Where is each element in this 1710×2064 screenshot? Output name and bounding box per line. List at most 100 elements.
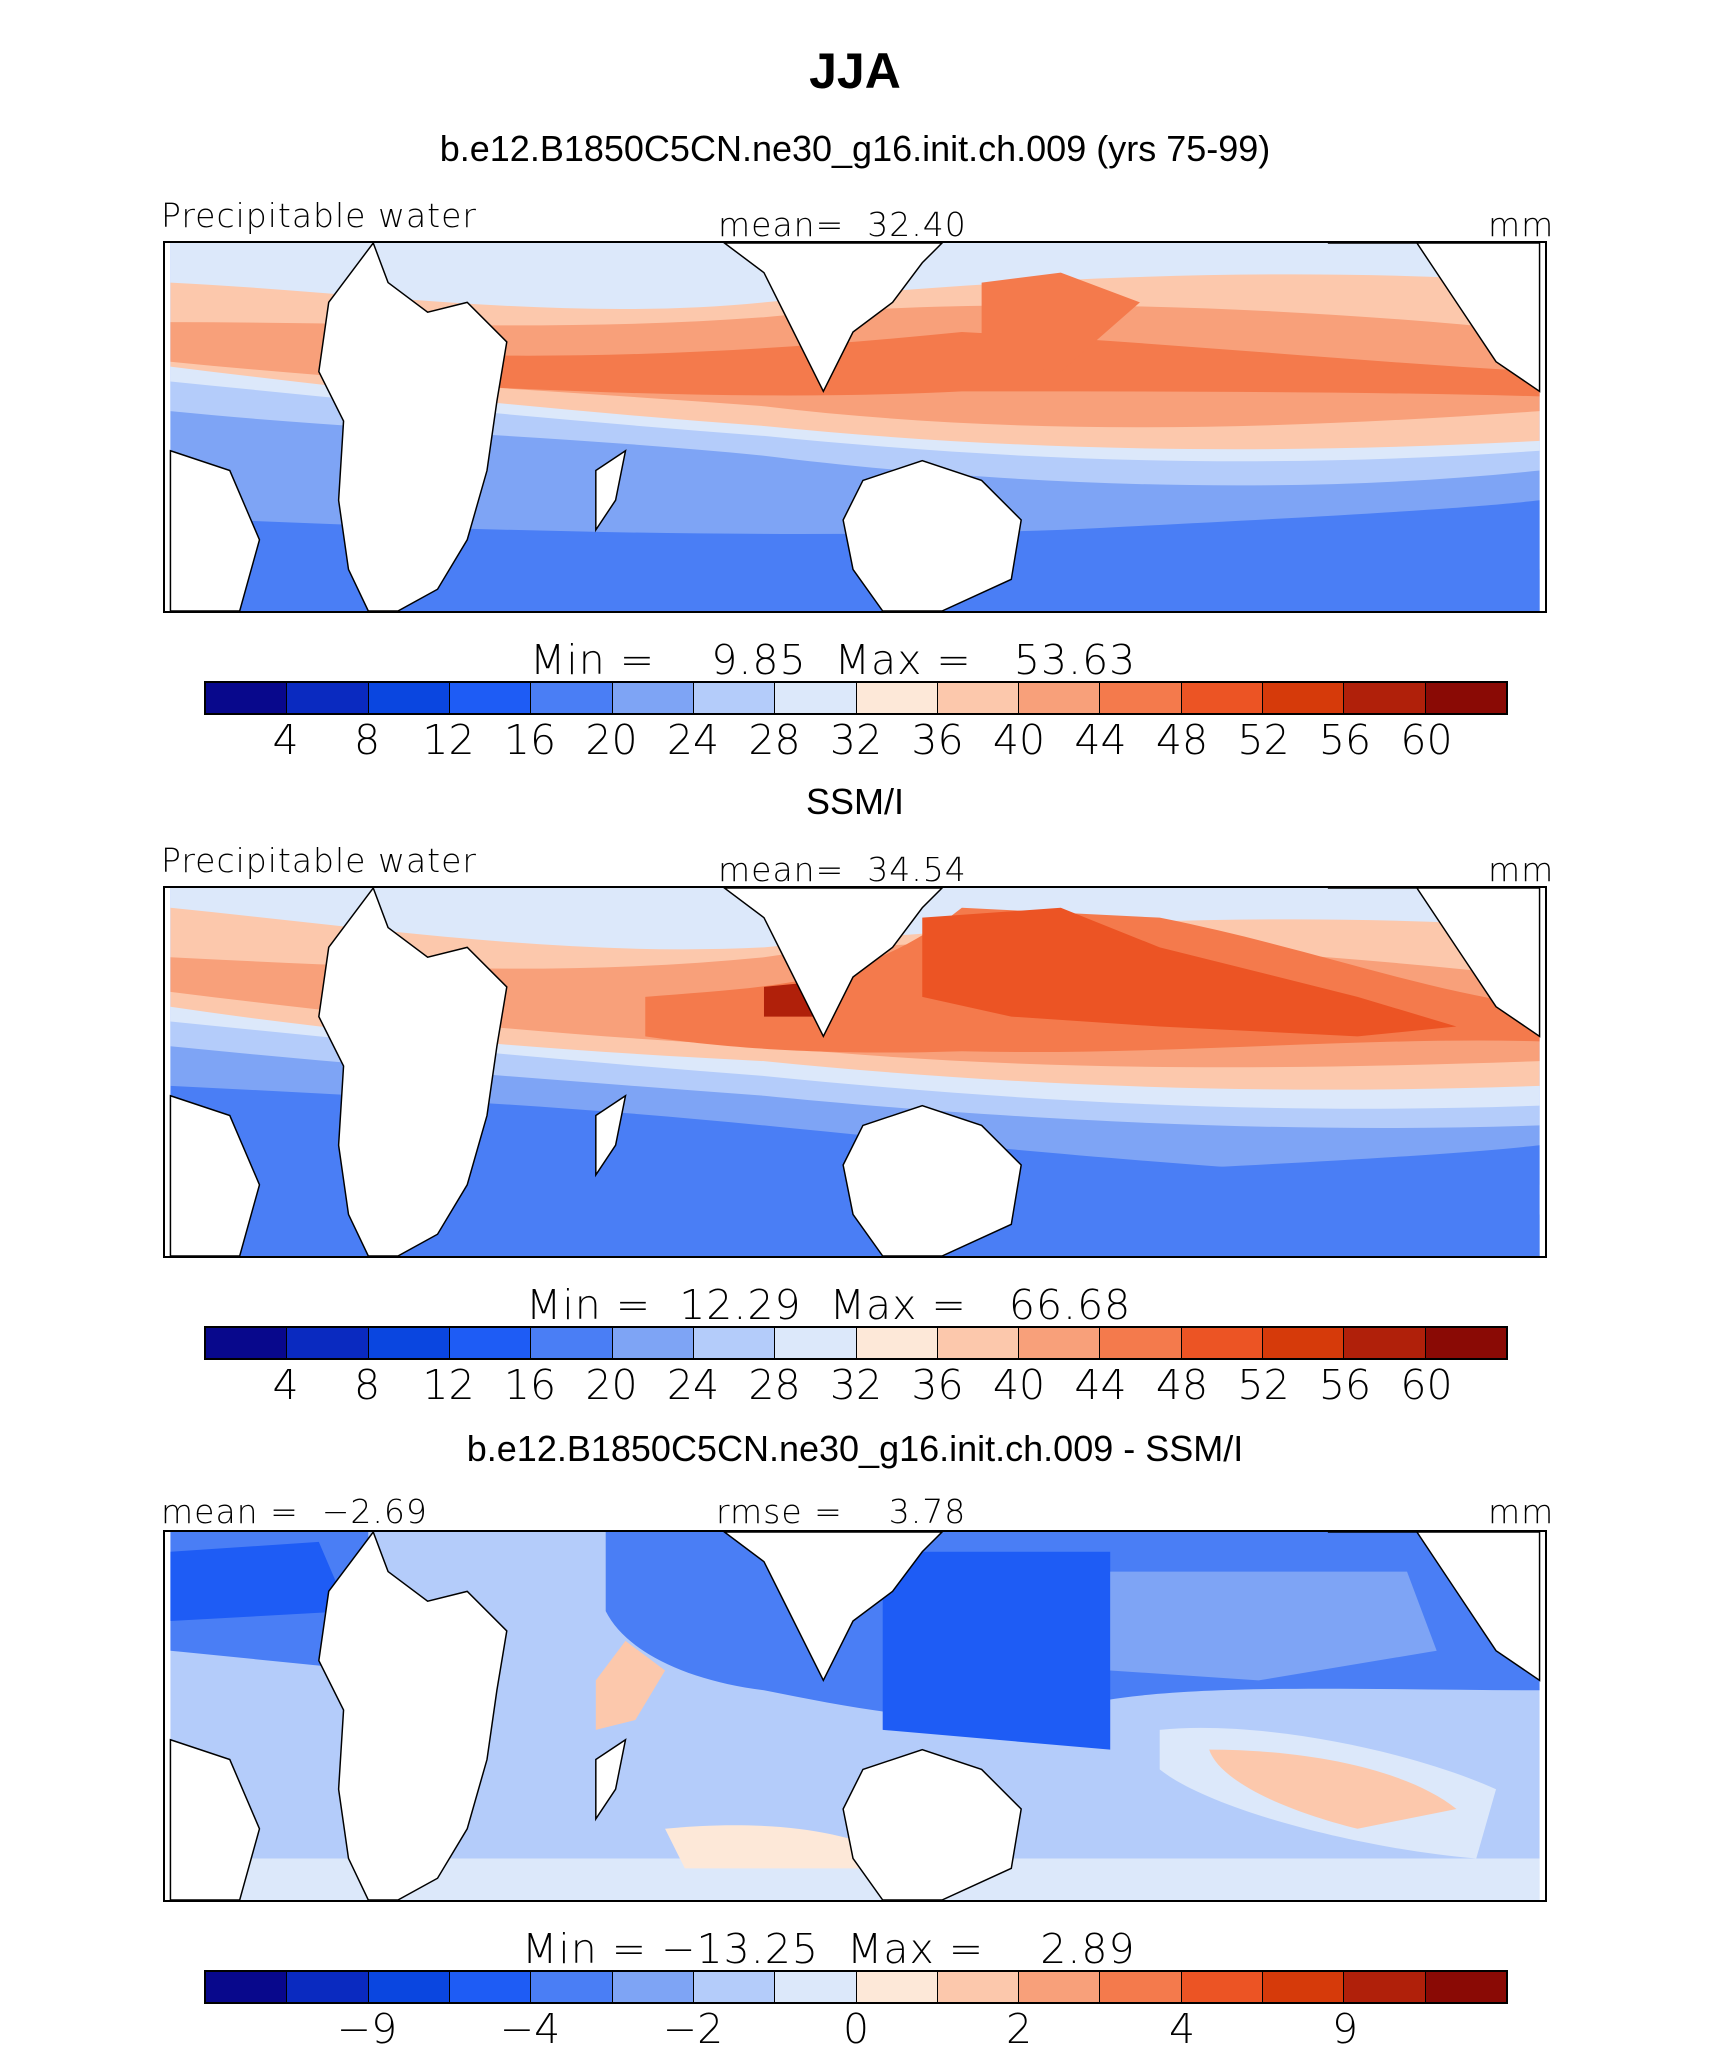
colorbar-swatch xyxy=(1344,1328,1426,1358)
panel1-minmax: Min = 9.85 Max = 53.63 xyxy=(530,636,1137,684)
colorbar-swatch xyxy=(856,683,938,713)
colorbar-tick-label: 2 xyxy=(1005,2005,1033,2053)
colorbar-swatch xyxy=(1344,683,1426,713)
colorbar-swatch xyxy=(1100,1328,1182,1358)
colorbar-swatch xyxy=(937,683,1020,713)
colorbar-swatch xyxy=(937,1328,1020,1358)
colorbar-swatch xyxy=(449,1972,532,2002)
colorbar-swatch xyxy=(206,1972,288,2002)
colorbar-swatch xyxy=(1263,1328,1345,1358)
colorbar-swatch xyxy=(206,1328,288,1358)
colorbar-tick-label: 16 xyxy=(503,1361,557,1409)
panel2-variable-label: Precipitable water xyxy=(161,841,477,880)
colorbar-tick-label: 40 xyxy=(992,1361,1046,1409)
colorbar-swatch xyxy=(612,1972,694,2002)
panel3-units-label: mm xyxy=(1488,1492,1555,1531)
colorbar-tick-label: 20 xyxy=(585,1361,638,1409)
colorbar-tick-label: 32 xyxy=(829,1361,883,1409)
colorbar-swatch xyxy=(856,1972,938,2002)
colorbar-tick-label: 52 xyxy=(1237,716,1290,764)
colorbar-swatch xyxy=(775,683,857,713)
panel1-colorbar-ticks: 4 8 12 16 20 24 28 32 36 40 44 48 52 56 … xyxy=(0,716,1710,772)
colorbar-tick-label: 60 xyxy=(1400,1361,1453,1409)
colorbar-swatch xyxy=(1100,1972,1182,2002)
colorbar-swatch xyxy=(1263,683,1345,713)
colorbar-tick-label: 28 xyxy=(748,1361,801,1409)
colorbar-tick-label: 28 xyxy=(748,716,801,764)
colorbar-swatch xyxy=(531,1328,613,1358)
colorbar-tick-label: 60 xyxy=(1400,716,1453,764)
colorbar-tick-label: 4 xyxy=(272,1361,299,1409)
colorbar-swatch xyxy=(1344,1972,1426,2002)
colorbar-tick-label: 12 xyxy=(422,1361,475,1409)
colorbar-tick-label: 24 xyxy=(666,716,720,764)
colorbar-swatch xyxy=(1425,683,1506,713)
colorbar-tick-label: 9 xyxy=(1331,2005,1359,2053)
colorbar-swatch xyxy=(449,683,532,713)
colorbar-tick-label: 44 xyxy=(1074,1361,1127,1409)
colorbar-tick-label: 40 xyxy=(992,716,1046,764)
panel1-units-label: mm xyxy=(1488,205,1555,244)
panel2-subtitle: SSM/I xyxy=(805,781,904,822)
colorbar-swatch xyxy=(287,683,369,713)
panel2-mean-label: mean= 34.54 xyxy=(718,850,967,889)
panel3-colorbar xyxy=(204,1970,1508,2004)
colorbar-swatch xyxy=(368,683,450,713)
panel2-minmax: Min = 12.29 Max = 66.68 xyxy=(526,1281,1132,1329)
colorbar-swatch xyxy=(1181,1328,1264,1358)
colorbar-tick-label: 16 xyxy=(503,716,557,764)
panel3-subtitle: b.e12.B1850C5CN.ne30_g16.init.ch.009 - S… xyxy=(466,1428,1244,1469)
colorbar-swatch xyxy=(531,1972,613,2002)
panel3-rmse-label: rmse = 3.78 xyxy=(716,1492,967,1531)
panel3-map-svg xyxy=(169,1532,1541,1900)
colorbar-tick-label: −4 xyxy=(499,2005,561,2053)
colorbar-swatch xyxy=(612,1328,694,1358)
colorbar-swatch xyxy=(775,1328,857,1358)
panel3-colorbar-ticks: −9 −4 −2 0 2 4 9 xyxy=(0,2005,1710,2061)
panel2-colorbar xyxy=(204,1326,1508,1360)
colorbar-tick-label: 12 xyxy=(422,716,475,764)
colorbar-tick-label: 32 xyxy=(829,716,883,764)
colorbar-tick-label: 24 xyxy=(666,1361,720,1409)
figure-title: JJA xyxy=(809,43,901,99)
panel2-units-label: mm xyxy=(1488,850,1555,889)
colorbar-swatch xyxy=(1019,683,1101,713)
colorbar-swatch xyxy=(368,1328,450,1358)
panel2-map-svg xyxy=(169,888,1541,1256)
colorbar-tick-label: 48 xyxy=(1155,1361,1209,1409)
colorbar-tick-label: 4 xyxy=(272,716,299,764)
colorbar-swatch xyxy=(775,1972,857,2002)
colorbar-tick-label: 20 xyxy=(585,716,638,764)
colorbar-swatch xyxy=(856,1328,938,1358)
panel2-map xyxy=(163,886,1547,1258)
colorbar-swatch xyxy=(1100,683,1182,713)
colorbar-swatch xyxy=(612,683,694,713)
colorbar-tick-label: 36 xyxy=(911,716,964,764)
colorbar-tick-label: −9 xyxy=(336,2005,398,2053)
panel3-mean-label: mean = −2.69 xyxy=(161,1492,428,1531)
panel1-variable-label: Precipitable water xyxy=(161,196,477,235)
colorbar-tick-label: 4 xyxy=(1168,2005,1196,2053)
colorbar-tick-label: 52 xyxy=(1237,1361,1290,1409)
colorbar-tick-label: 0 xyxy=(842,2005,870,2053)
colorbar-tick-label: 56 xyxy=(1318,1361,1372,1409)
colorbar-tick-label: 36 xyxy=(911,1361,964,1409)
colorbar-swatch xyxy=(693,1972,776,2002)
colorbar-swatch xyxy=(693,1328,776,1358)
colorbar-swatch xyxy=(1425,1972,1506,2002)
colorbar-tick-label: 44 xyxy=(1074,716,1127,764)
colorbar-swatch xyxy=(368,1972,450,2002)
colorbar-swatch xyxy=(287,1328,369,1358)
colorbar-swatch xyxy=(1019,1328,1101,1358)
colorbar-swatch xyxy=(287,1972,369,2002)
colorbar-swatch xyxy=(937,1972,1020,2002)
colorbar-swatch xyxy=(206,683,288,713)
panel3-map xyxy=(163,1530,1547,1902)
panel3-minmax: Min = −13.25 Max = 2.89 xyxy=(522,1925,1136,1973)
colorbar-swatch xyxy=(1181,683,1264,713)
colorbar-swatch xyxy=(1263,1972,1345,2002)
panel1-mean-label: mean= 32.40 xyxy=(718,205,967,244)
colorbar-swatch xyxy=(1019,1972,1101,2002)
panel1-subtitle: b.e12.B1850C5CN.ne30_g16.init.ch.009 (yr… xyxy=(439,128,1271,169)
colorbar-tick-label: 8 xyxy=(353,1361,381,1409)
